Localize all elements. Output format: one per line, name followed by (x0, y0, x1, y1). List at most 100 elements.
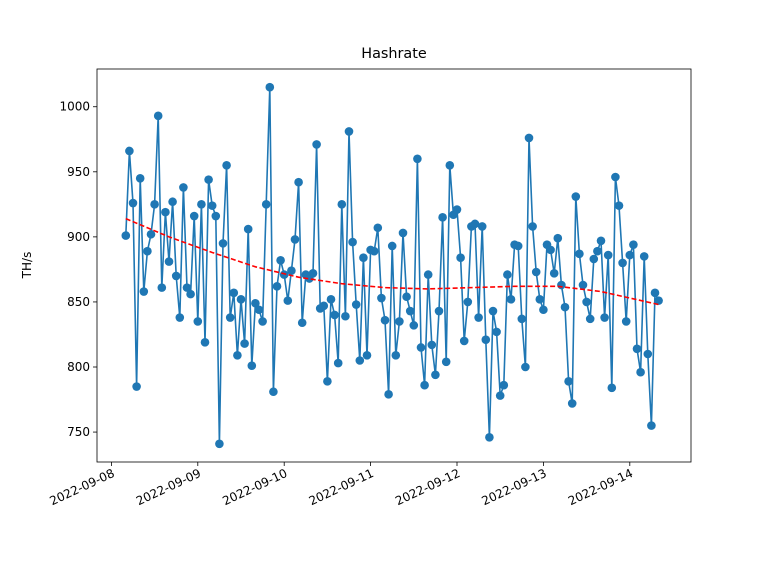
point (402, 292, 411, 302)
point (204, 175, 213, 184)
point (629, 240, 638, 249)
point (139, 287, 149, 296)
point (643, 349, 653, 359)
point (470, 219, 480, 229)
point (513, 241, 523, 251)
point (333, 358, 343, 368)
point (395, 317, 404, 326)
point (211, 211, 221, 221)
point (297, 318, 307, 328)
point (553, 233, 563, 243)
point (499, 380, 509, 390)
point (578, 280, 588, 290)
point (600, 313, 609, 322)
point (287, 266, 296, 276)
point (539, 305, 548, 315)
point (143, 246, 152, 256)
point (150, 200, 159, 209)
point (495, 391, 505, 400)
point (341, 311, 350, 321)
point (575, 249, 584, 259)
point (161, 207, 170, 217)
point (452, 205, 462, 214)
point (243, 224, 253, 234)
point (456, 253, 465, 262)
point (351, 300, 361, 309)
point (251, 298, 260, 308)
plot-frame (96, 68, 692, 463)
point (225, 313, 235, 322)
y-tick-label: 900 (67, 230, 90, 244)
point (654, 296, 663, 305)
point (423, 270, 433, 279)
point (477, 222, 487, 231)
point (431, 370, 440, 380)
point (603, 250, 613, 260)
point (319, 301, 329, 311)
point (344, 127, 354, 136)
point (531, 267, 541, 277)
point (168, 197, 177, 207)
point (146, 229, 156, 239)
point (254, 305, 264, 315)
point (233, 350, 242, 360)
point (261, 200, 271, 209)
point (521, 362, 530, 372)
point (387, 241, 397, 251)
point (405, 306, 415, 316)
point (171, 271, 181, 281)
point (632, 344, 642, 354)
point (571, 192, 581, 201)
point (189, 211, 199, 221)
point (247, 361, 257, 371)
point (517, 314, 527, 324)
point (485, 432, 494, 442)
point (175, 313, 185, 322)
point (186, 289, 195, 299)
point (647, 421, 656, 430)
point (337, 200, 347, 209)
point (409, 321, 419, 330)
point (413, 154, 422, 164)
point (236, 295, 246, 304)
point (503, 270, 512, 279)
point (607, 383, 617, 393)
point (427, 340, 437, 350)
point (416, 343, 426, 352)
point (355, 356, 365, 365)
point (459, 336, 469, 346)
point (567, 399, 577, 408)
point (611, 172, 620, 182)
point (330, 310, 339, 320)
point (589, 254, 599, 264)
point (362, 350, 372, 360)
point (585, 314, 595, 324)
point (549, 269, 559, 278)
point (463, 297, 473, 307)
point (265, 82, 275, 92)
y-tick-label: 850 (67, 295, 90, 309)
point (377, 293, 386, 303)
point (438, 213, 447, 222)
point (269, 387, 278, 397)
point (359, 253, 368, 262)
point (373, 223, 383, 233)
y-axis-label: TH/s (20, 252, 34, 280)
point (582, 297, 591, 307)
point (197, 200, 206, 209)
point (323, 377, 332, 386)
point (593, 246, 602, 256)
point (290, 235, 300, 244)
point (434, 306, 444, 316)
point (391, 350, 401, 360)
y-tick-label: 1000 (59, 100, 90, 114)
point (492, 327, 501, 337)
y-tick-label: 800 (67, 360, 90, 374)
point (128, 198, 138, 208)
point (308, 269, 318, 278)
point (215, 439, 224, 449)
point (348, 237, 357, 247)
point (636, 367, 645, 377)
